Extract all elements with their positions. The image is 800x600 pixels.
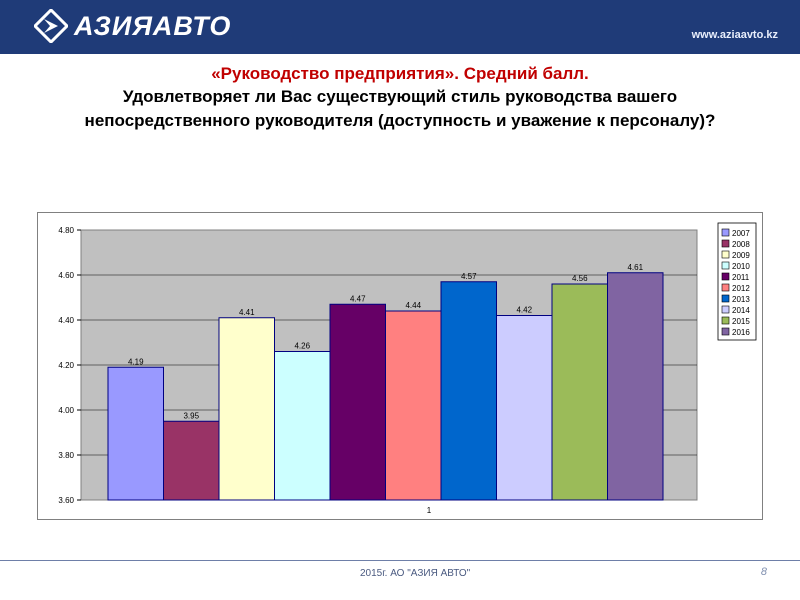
data-label-2012: 4.44: [405, 301, 421, 310]
y-tick-label: 4.20: [58, 361, 74, 370]
y-tick-label: 4.80: [58, 226, 74, 235]
data-label-2015: 4.56: [572, 274, 588, 283]
legend-swatch-2011: [721, 272, 730, 281]
x-tick-label: 1: [427, 506, 432, 515]
company-logo: АЗИЯАВТО: [34, 8, 231, 44]
legend-swatch-2015: [721, 316, 730, 325]
legend-swatch-2008: [721, 239, 730, 248]
bar-2009: [218, 317, 275, 501]
legend-swatch-2007: [721, 228, 730, 237]
chart-frame: 3.60 3.80 4.00 4.20 4.40 4.60 4.80 4.19 3.95 4.41…: [37, 212, 763, 520]
bar-2010: [274, 351, 331, 501]
bar-2016: [607, 272, 664, 501]
legend-swatch-2009: [721, 250, 730, 259]
data-label-2011: 4.47: [350, 294, 366, 303]
legend-swatch-2012: [721, 283, 730, 292]
legend-label-2010: 2010: [732, 262, 750, 271]
legend-label-2007: 2007: [732, 229, 750, 238]
legend-swatch-2013: [721, 294, 730, 303]
legend-label-2014: 2014: [732, 306, 750, 315]
logo-mark-icon: [34, 9, 68, 43]
bar-chart: 3.60 3.80 4.00 4.20 4.40 4.60 4.80 4.19 3.95 4.41…: [58, 222, 757, 515]
bar-2013: [440, 281, 497, 501]
slide-titles: «Руководство предприятия». Средний балл.…: [40, 63, 760, 133]
legend-swatch-2016: [721, 327, 730, 336]
legend-label-2011: 2011: [732, 273, 750, 282]
y-tick-label: 3.60: [58, 496, 74, 505]
logo-text: АЗИЯАВТО: [74, 10, 232, 41]
page-number: 8: [760, 566, 767, 578]
y-tick-label: 4.60: [58, 271, 74, 280]
data-label-2009: 4.41: [239, 308, 255, 317]
data-label-2016: 4.61: [627, 263, 643, 272]
y-tick-label: 4.00: [58, 406, 74, 415]
legend-label-2015: 2015: [732, 317, 750, 326]
bar-2011: [329, 303, 386, 501]
header-bar: АЗИЯАВТО www.aziaavto.kz: [0, 0, 800, 54]
data-label-2007: 4.19: [128, 357, 144, 366]
legend-label-2008: 2008: [732, 240, 750, 249]
bar-2007: [107, 366, 164, 501]
y-tick-label: 3.80: [58, 451, 74, 460]
bar-2012: [385, 310, 442, 501]
site-url: www.aziaavto.kz: [691, 29, 778, 41]
slide-title: «Руководство предприятия». Средний балл.: [211, 64, 589, 83]
legend-label-2016: 2016: [732, 328, 750, 337]
legend-label-2009: 2009: [732, 251, 750, 260]
data-label-2014: 4.42: [516, 306, 532, 315]
bar-2008: [163, 420, 220, 501]
legend-label-2013: 2013: [732, 295, 750, 304]
data-label-2008: 3.95: [183, 411, 199, 420]
legend-swatch-2014: [721, 305, 730, 314]
footer-divider: [0, 560, 800, 561]
data-label-2010: 4.26: [294, 342, 310, 351]
data-label-2013: 4.57: [461, 272, 477, 281]
bar-2015: [551, 283, 608, 501]
footer-text: 2015г. АО "АЗИЯ АВТО": [360, 568, 471, 579]
slide-question: Удовлетворяет ли Вас существующий стиль …: [84, 87, 716, 130]
y-tick-label: 4.40: [58, 316, 74, 325]
legend-label-2012: 2012: [732, 284, 750, 293]
bar-2014: [496, 315, 553, 501]
legend-swatch-2010: [721, 261, 730, 270]
